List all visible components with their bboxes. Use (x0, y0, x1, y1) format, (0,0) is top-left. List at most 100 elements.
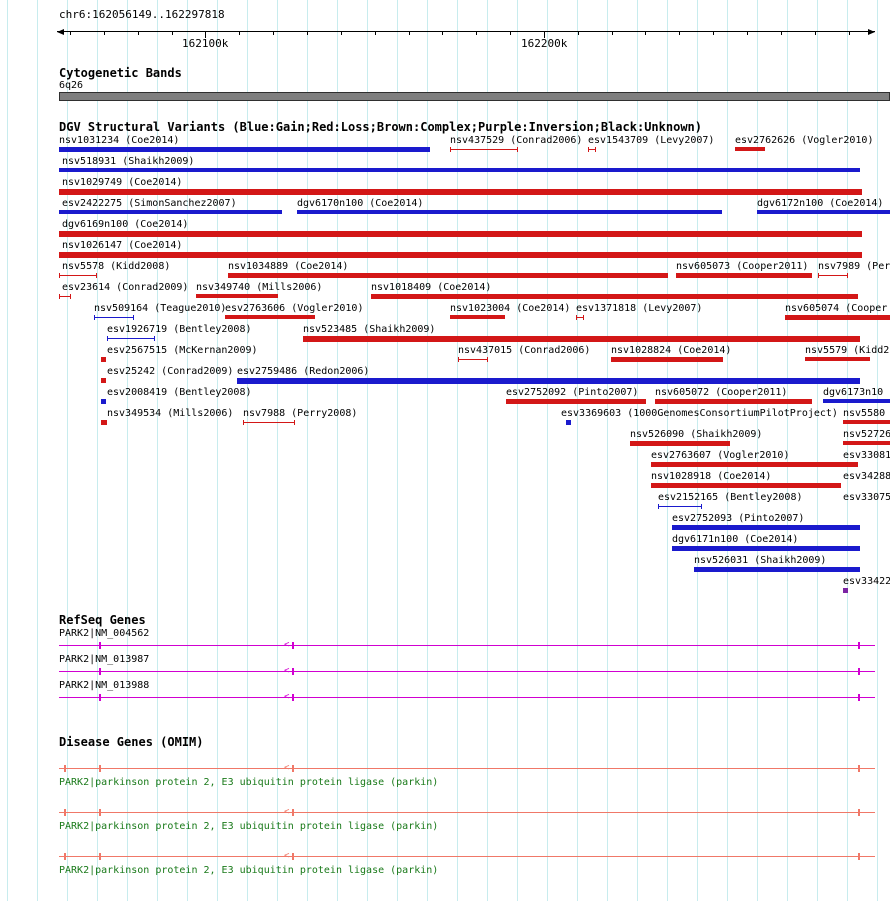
variant-label: esv33075 (843, 492, 890, 503)
variant-bar[interactable] (59, 294, 71, 299)
refseq-gene-label: PARK2|NM_013988 (59, 680, 150, 691)
variant-bar[interactable] (59, 147, 430, 152)
variant-bar[interactable] (243, 420, 295, 425)
variant-bar[interactable] (450, 315, 505, 319)
variant-bar[interactable] (651, 483, 841, 488)
ruler-minor-tick (273, 31, 274, 35)
variant-bar[interactable] (651, 462, 858, 467)
variant-bar[interactable] (101, 378, 106, 383)
cytoband-bar (59, 92, 890, 101)
refseq-exon-tick (292, 694, 294, 701)
ruler-left-arrow-icon (57, 29, 64, 35)
variant-label: esv2752092 (Pinto2007) (506, 387, 639, 398)
ruler-minor-tick (341, 31, 342, 35)
variant-label: nsv1029749 (Coe2014) (62, 177, 183, 188)
variant-label: nsv605073 (Cooper2011) (676, 261, 809, 272)
ruler-minor-tick (645, 31, 646, 35)
ruler-minor-tick (679, 31, 680, 35)
variant-bar[interactable] (566, 420, 571, 425)
variant-label: nsv349534 (Mills2006) (107, 408, 234, 419)
variant-bar[interactable] (818, 273, 848, 278)
variant-bar[interactable] (101, 357, 106, 362)
ruler-minor-tick (172, 31, 173, 35)
variant-bar[interactable] (655, 399, 812, 404)
refseq-gene-line[interactable] (59, 671, 875, 672)
variant-label: dgv6169n100 (Coe2014) (62, 219, 189, 230)
variant-bar[interactable] (228, 273, 668, 278)
variant-bar[interactable] (694, 567, 860, 572)
variant-label: nsv1031234 (Coe2014) (59, 135, 180, 146)
variant-bar[interactable] (757, 210, 890, 214)
variant-bar[interactable] (237, 378, 860, 384)
omim-gene-line[interactable] (59, 768, 875, 769)
refseq-gene-line[interactable] (59, 697, 875, 698)
variant-bar[interactable] (303, 336, 860, 342)
dgv-track-header: DGV Structural Variants (Blue:Gain;Red:L… (59, 120, 702, 134)
ruler-tick-label: 162100k (182, 37, 229, 50)
variant-label: nsv605072 (Cooper2011) (655, 387, 788, 398)
variant-label: esv2752093 (Pinto2007) (672, 513, 805, 524)
variant-bar[interactable] (101, 399, 106, 404)
variant-label: nsv1034889 (Coe2014) (228, 261, 349, 272)
variant-label: nsv5578 (Kidd2008) (62, 261, 171, 272)
variant-bar[interactable] (101, 420, 107, 425)
variant-bar[interactable] (785, 315, 890, 320)
omim-gene-label: PARK2|parkinson protein 2, E3 ubiquitin … (59, 865, 439, 876)
region-title: chr6:162056149..162297818 (59, 8, 225, 21)
refseq-gene-label: PARK2|NM_013987 (59, 654, 150, 665)
omim-exon-tick (858, 853, 860, 860)
variant-bar[interactable] (450, 147, 518, 152)
ruler-minor-tick (815, 31, 816, 35)
refseq-exon-tick (99, 694, 101, 701)
omim-gene-line[interactable] (59, 856, 875, 857)
variant-bar[interactable] (59, 252, 862, 258)
variant-bar[interactable] (225, 315, 315, 319)
variant-bar[interactable] (297, 210, 722, 214)
variant-label: esv1926719 (Bentley2008) (107, 324, 252, 335)
variant-bar[interactable] (843, 420, 890, 424)
variant-bar[interactable] (805, 357, 870, 361)
variant-bar[interactable] (59, 273, 97, 278)
variant-bar[interactable] (59, 231, 862, 237)
variant-bar[interactable] (843, 441, 890, 445)
refseq-exon-tick (858, 694, 860, 701)
variant-bar[interactable] (458, 357, 488, 362)
omim-exon-tick (64, 853, 66, 860)
variant-bar[interactable] (676, 273, 812, 278)
variant-label: esv34288 (843, 471, 890, 482)
variant-bar[interactable] (672, 525, 860, 530)
variant-bar[interactable] (196, 294, 278, 298)
refseq-strand-arrow-icon: < (284, 640, 290, 650)
variant-label: esv2152165 (Bentley2008) (658, 492, 803, 503)
ruler-minor-tick (70, 31, 71, 35)
variant-bar[interactable] (59, 189, 862, 195)
variant-bar[interactable] (611, 357, 723, 362)
variant-bar[interactable] (823, 399, 890, 403)
ruler-major-tick (205, 31, 206, 38)
variant-label: nsv523485 (Shaikh2009) (303, 324, 436, 335)
omim-exon-tick (64, 765, 66, 772)
variant-bar[interactable] (843, 588, 848, 593)
ruler-minor-tick (781, 31, 782, 35)
variant-bar[interactable] (658, 504, 702, 509)
variant-bar[interactable] (59, 210, 282, 214)
omim-exon-tick (64, 809, 66, 816)
variant-bar[interactable] (630, 441, 730, 446)
refseq-gene-line[interactable] (59, 645, 875, 646)
variant-label: nsv526031 (Shaikh2009) (694, 555, 827, 566)
variant-bar[interactable] (735, 147, 765, 151)
variant-bar[interactable] (588, 147, 596, 152)
variant-bar[interactable] (672, 546, 860, 551)
variant-bar[interactable] (371, 294, 858, 299)
ruler-minor-tick (442, 31, 443, 35)
variant-bar[interactable] (107, 336, 155, 341)
omim-gene-line[interactable] (59, 812, 875, 813)
variant-bar[interactable] (59, 168, 860, 172)
omim-exon-tick (858, 765, 860, 772)
variant-bar[interactable] (94, 315, 134, 320)
variant-bar[interactable] (576, 315, 584, 320)
variant-bar[interactable] (506, 399, 646, 404)
variant-label: esv2008419 (Bentley2008) (107, 387, 252, 398)
refseq-gene-label: PARK2|NM_004562 (59, 628, 150, 639)
